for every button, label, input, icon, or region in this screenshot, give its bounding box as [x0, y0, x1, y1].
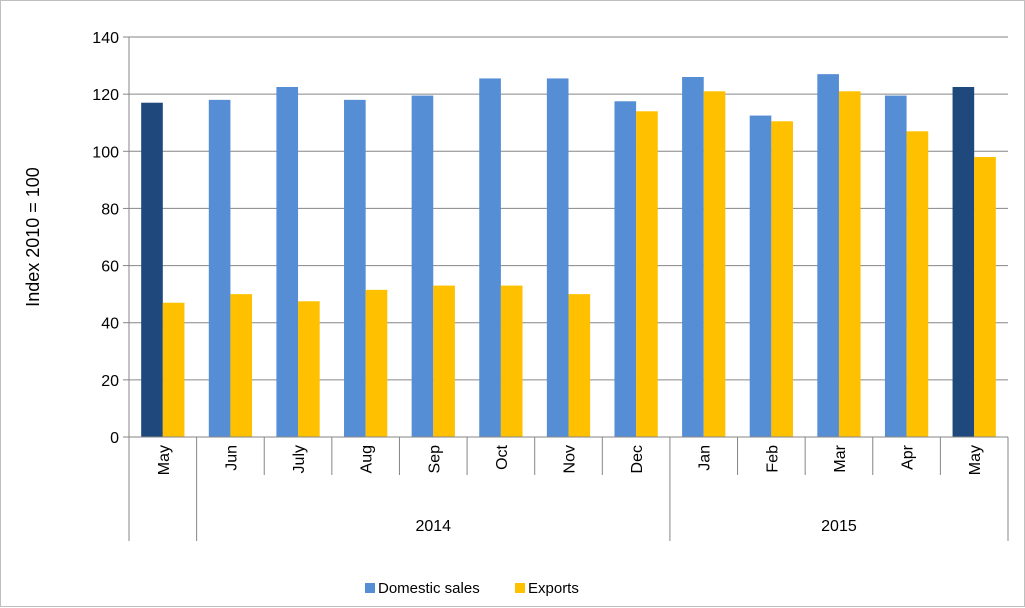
bar-exports	[771, 121, 793, 438]
category-label: July	[291, 445, 308, 473]
group-labels: 2014 2015	[415, 518, 856, 535]
bar-domestic-sales	[344, 99, 366, 437]
bar-exports	[365, 289, 388, 437]
category-label: Oct	[494, 444, 511, 469]
legend: Domestic sales Exports	[365, 580, 579, 597]
category-label: Nov	[562, 445, 579, 473]
y-tick-label: 120	[92, 87, 119, 104]
axes	[128, 37, 1008, 438]
y-tick-label: 20	[101, 373, 119, 390]
bar-domestic-sales	[749, 115, 772, 438]
bar-exports	[636, 111, 658, 438]
bar-exports	[433, 285, 455, 437]
bar-exports	[703, 91, 726, 438]
bar-domestic-sales	[817, 74, 839, 438]
bar-exports	[298, 301, 320, 437]
category-label: Apr	[900, 444, 917, 470]
legend-swatch	[365, 583, 375, 593]
bar-domestic-sales	[884, 95, 907, 438]
category-label: Sep	[426, 445, 443, 474]
bar-domestic-sales	[141, 102, 163, 437]
y-axis-ticks: 0 20 40 60 80 100 120 140	[92, 30, 129, 447]
category-label: Dec	[629, 445, 646, 473]
legend-label: Domestic sales	[378, 580, 480, 597]
bar-domestic-sales	[276, 87, 299, 437]
bar-domestic-sales	[479, 78, 501, 437]
y-tick-label: 60	[101, 259, 119, 276]
bar-domestic-sales	[208, 99, 231, 437]
group-label: 2014	[415, 518, 451, 535]
legend-label: Exports	[528, 580, 579, 597]
bar-exports	[230, 294, 253, 437]
category-label: Feb	[764, 445, 781, 473]
bar-domestic-sales	[682, 77, 704, 437]
y-tick-label: 140	[92, 30, 119, 47]
bar-exports	[906, 131, 929, 438]
bar-domestic-sales	[952, 87, 975, 437]
y-axis-label: Index 2010 = 100	[23, 167, 43, 307]
bar-exports	[568, 294, 591, 437]
bar-domestic-sales	[411, 95, 434, 438]
y-tick-label: 100	[92, 144, 119, 161]
y-tick-label: 80	[101, 201, 119, 218]
legend-swatch	[515, 583, 525, 593]
category-label: Aug	[359, 445, 376, 473]
y-tick-label: 40	[101, 316, 119, 333]
category-label: Mar	[832, 444, 849, 472]
category-label: May	[967, 445, 984, 475]
bar-exports	[500, 285, 523, 437]
y-tick-label: 0	[110, 430, 119, 447]
category-label: May	[156, 445, 173, 475]
bar-domestic-sales	[614, 101, 637, 438]
category-label: Jun	[223, 445, 240, 471]
bar-domestic-sales	[546, 78, 569, 437]
category-label: Jan	[697, 445, 714, 471]
category-labels: May Jun July Aug Sep Oct Nov Dec Jan Feb Mar Apr May	[128, 437, 1009, 541]
bars	[141, 74, 996, 438]
bar-exports	[162, 302, 185, 437]
group-label: 2015	[821, 518, 857, 535]
bar-exports	[974, 157, 996, 437]
bar-exports	[838, 91, 861, 438]
